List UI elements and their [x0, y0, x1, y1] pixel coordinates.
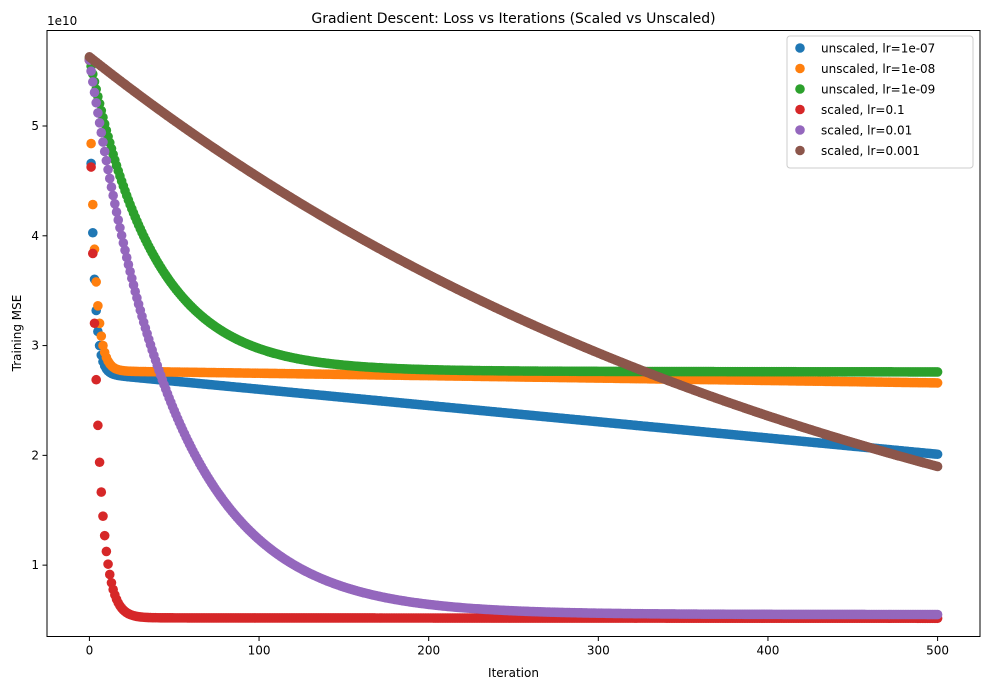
y-tick-label: 4 [31, 229, 39, 243]
legend-marker [795, 125, 805, 135]
series-1 [84, 55, 943, 460]
y-offset-label: 1e10 [47, 14, 77, 28]
data-point [88, 227, 98, 238]
data-point [118, 238, 129, 248]
data-point [113, 215, 124, 225]
legend-box [786, 35, 974, 169]
data-point [104, 569, 115, 580]
data-point [932, 367, 943, 377]
data-point [103, 164, 113, 175]
y-axis-label: Training MSE [10, 295, 24, 373]
data-point [101, 546, 112, 557]
data-point [108, 190, 118, 201]
y-tick-label: 5 [31, 119, 39, 133]
data-point [96, 487, 107, 497]
y-ticks: 1 2 3 4 5 [31, 119, 47, 572]
data-point [111, 207, 122, 217]
data-point [103, 559, 113, 569]
legend-label: unscaled, lr=1e-09 [821, 83, 935, 97]
plot-marks [84, 52, 943, 624]
data-point [86, 66, 96, 76]
data-point [104, 173, 115, 184]
data-point [94, 457, 105, 468]
y-tick-label: 2 [31, 448, 39, 462]
data-point [93, 108, 103, 118]
data-point [91, 374, 101, 385]
legend-marker [795, 104, 805, 115]
legend-label: unscaled, lr=1e-08 [821, 62, 935, 76]
x-ticks: 0 100 200 300 400 500 [86, 636, 949, 658]
data-point [932, 449, 943, 460]
data-point [116, 230, 127, 241]
legend-marker [795, 84, 805, 94]
data-point [110, 199, 120, 209]
x-axis-label: Iteration [488, 666, 539, 680]
y-tick-label: 3 [31, 339, 39, 353]
plot-area-frame [46, 30, 981, 637]
data-point [932, 609, 943, 620]
data-point [93, 420, 103, 431]
data-point [94, 118, 105, 128]
data-point [88, 199, 98, 210]
x-tick-label: 0 [86, 644, 94, 658]
data-point [932, 461, 943, 472]
legend-marker [795, 43, 805, 53]
x-tick-label: 200 [417, 644, 440, 658]
data-point [96, 127, 107, 138]
data-point [99, 530, 110, 541]
data-point [98, 137, 108, 147]
data-point [88, 248, 98, 259]
y-tick-label: 1 [31, 558, 39, 572]
data-point [88, 77, 98, 87]
x-tick-label: 100 [248, 644, 271, 658]
data-point [120, 245, 130, 256]
legend-label: scaled, lr=0.01 [821, 124, 912, 138]
chart-title: Gradient Descent: Loss vs Iterations (Sc… [311, 11, 715, 27]
legend-marker [795, 63, 805, 74]
legend-label: scaled, lr=0.1 [821, 103, 905, 117]
data-point [115, 222, 125, 233]
data-point [101, 155, 112, 166]
series-6 [84, 52, 943, 472]
data-point [91, 277, 101, 287]
series-5 [84, 55, 943, 620]
data-point [86, 138, 96, 149]
data-point [99, 146, 110, 157]
legend-label: unscaled, lr=1e-07 [821, 42, 935, 56]
data-point [96, 331, 107, 341]
x-tick-label: 500 [926, 644, 949, 658]
legend: unscaled, lr=1e-07 unscaled, lr=1e-08 unsc… [786, 35, 974, 169]
data-point [89, 87, 100, 98]
data-point [86, 162, 96, 172]
data-point [932, 378, 943, 388]
x-tick-label: 300 [587, 644, 610, 658]
series-3 [84, 53, 943, 377]
data-point [91, 97, 101, 108]
legend-label: scaled, lr=0.001 [821, 144, 920, 158]
data-point [89, 318, 100, 329]
legend-marker [795, 145, 805, 156]
data-point [98, 511, 108, 521]
x-tick-label: 400 [757, 644, 780, 658]
data-point [106, 182, 117, 192]
data-point [93, 301, 103, 311]
